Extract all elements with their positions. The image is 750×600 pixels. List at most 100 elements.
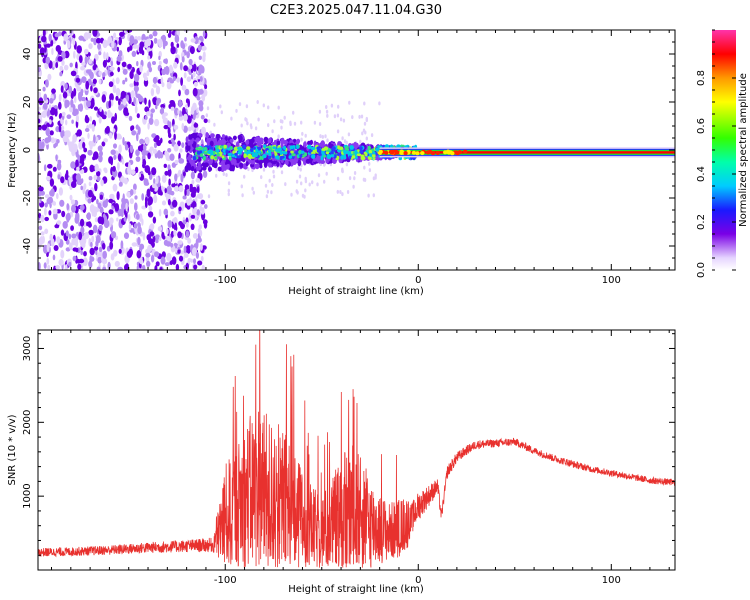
noise-speck [60, 176, 65, 184]
noise-speck [64, 99, 68, 109]
noise-speck [73, 143, 78, 153]
signal-speck [198, 147, 203, 151]
noise-speck [134, 166, 139, 174]
noise-speck [88, 176, 93, 181]
signal-speck [303, 141, 307, 148]
noise-speck [55, 264, 60, 270]
noise-speck [131, 50, 137, 58]
noise-speck [70, 98, 74, 108]
noise-speck [137, 145, 143, 152]
noise-speck [191, 188, 196, 196]
noise-speck [267, 105, 270, 110]
noise-speck [75, 173, 81, 182]
noise-speck [170, 230, 174, 238]
noise-speck [48, 210, 52, 216]
noise-speck [61, 111, 66, 117]
noise-speck [160, 107, 165, 116]
noise-speck [192, 102, 197, 111]
signal-speck [187, 155, 191, 161]
noise-speck [143, 181, 150, 186]
noise-speck [89, 255, 93, 264]
noise-speck [93, 58, 96, 67]
noise-speck [87, 198, 92, 204]
noise-speck [336, 189, 339, 194]
noise-speck [170, 46, 176, 55]
noise-speck [92, 78, 97, 85]
noise-speck [138, 173, 141, 178]
top-y-axis-label: Frequency (Hz) [7, 112, 18, 188]
signal-speck [372, 151, 376, 155]
noise-speck [153, 37, 158, 44]
noise-speck [56, 139, 60, 144]
signal-speck [222, 148, 227, 153]
noise-speck [184, 188, 187, 197]
signal-speck [359, 146, 363, 151]
noise-speck [171, 183, 176, 188]
noise-speck [118, 135, 122, 140]
noise-speck [158, 208, 162, 217]
noise-speck [145, 256, 150, 263]
noise-speck [54, 224, 59, 229]
noise-speck [98, 246, 103, 252]
signal-speck [221, 139, 227, 145]
noise-speck [341, 136, 344, 141]
noise-speck [73, 50, 76, 59]
noise-speck [71, 204, 76, 213]
signal-speck [372, 153, 376, 159]
signal-speck [337, 149, 341, 153]
noise-speck [97, 202, 102, 209]
noise-speck [68, 176, 72, 186]
signal-speck [255, 148, 259, 153]
noise-speck [134, 105, 138, 114]
noise-speck [42, 102, 48, 110]
noise-speck [152, 76, 158, 84]
signal-speck [299, 154, 304, 158]
noise-speck [110, 60, 114, 67]
noise-speck [47, 73, 52, 81]
noise-speck [180, 77, 184, 86]
noise-speck [125, 202, 128, 212]
noise-speck [135, 213, 140, 220]
colorbar-tick-label: 0.8 [696, 70, 707, 86]
signal-speck [290, 157, 296, 164]
signal-speck [253, 146, 256, 150]
noise-speck [90, 37, 95, 42]
noise-speck [198, 104, 204, 112]
noise-speck [71, 238, 77, 246]
noise-speck [188, 212, 193, 222]
noise-speck [43, 164, 47, 172]
noise-speck [100, 179, 104, 187]
signal-speck [257, 150, 262, 154]
noise-speck [133, 73, 140, 83]
noise-speck [51, 47, 54, 56]
noise-speck [69, 146, 74, 153]
signal-speck [343, 149, 347, 155]
noise-speck [85, 80, 90, 90]
noise-speck [72, 255, 77, 262]
signal-speck [430, 151, 436, 156]
signal-speck [378, 149, 383, 154]
noise-speck [193, 36, 199, 45]
noise-speck [122, 68, 128, 75]
noise-speck [129, 189, 134, 196]
noise-speck [230, 116, 233, 121]
noise-speck [196, 186, 200, 194]
y-tick-label: 3000 [22, 336, 33, 361]
noise-speck [283, 115, 286, 120]
noise-speck [198, 193, 204, 200]
noise-speck [251, 186, 254, 191]
signal-speck [238, 135, 243, 142]
signal-speck [283, 145, 287, 150]
noise-speck [163, 66, 167, 75]
noise-speck [81, 76, 87, 83]
noise-speck [38, 262, 41, 270]
noise-speck [144, 199, 148, 209]
noise-speck [80, 65, 86, 71]
noise-speck [69, 194, 73, 201]
signal-speck [232, 150, 236, 154]
noise-speck [88, 43, 93, 50]
signal-speck [263, 160, 268, 168]
noise-speck [53, 143, 57, 149]
noise-speck [183, 245, 187, 254]
noise-speck [134, 202, 138, 211]
